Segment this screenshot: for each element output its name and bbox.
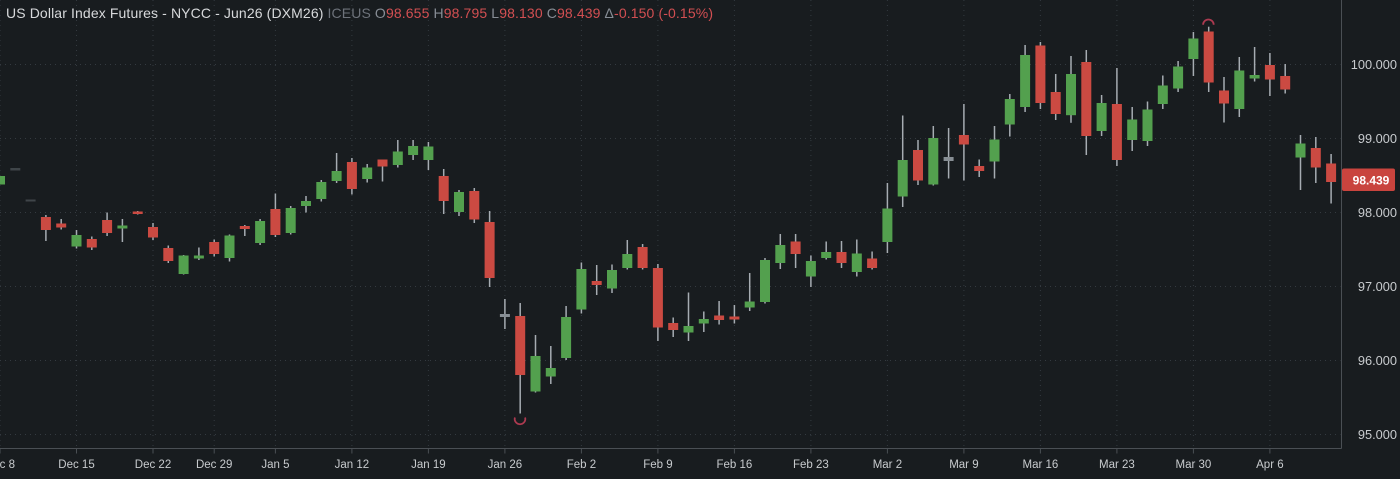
svg-text:Mar 16: Mar 16 — [1023, 459, 1059, 471]
svg-text:Jan 19: Jan 19 — [411, 459, 446, 471]
svg-text:US Dollar Index Futures - NYCC: US Dollar Index Futures - NYCC - Jun26 (… — [6, 5, 713, 21]
svg-text:Dec 15: Dec 15 — [58, 459, 94, 471]
svg-text:Jan 26: Jan 26 — [488, 459, 523, 471]
svg-text:98.000: 98.000 — [1358, 205, 1397, 220]
svg-text:Feb 9: Feb 9 — [643, 459, 672, 471]
svg-text:97.000: 97.000 — [1358, 279, 1397, 294]
svg-text:100.000: 100.000 — [1351, 57, 1397, 72]
svg-text:Apr 6: Apr 6 — [1256, 459, 1284, 471]
svg-text:Feb 16: Feb 16 — [716, 459, 752, 471]
svg-text:Dec 8: Dec 8 — [0, 459, 15, 471]
svg-text:Jan 12: Jan 12 — [335, 459, 370, 471]
svg-text:Feb 2: Feb 2 — [567, 459, 596, 471]
svg-text:Mar 30: Mar 30 — [1176, 459, 1212, 471]
svg-text:Dec 29: Dec 29 — [196, 459, 232, 471]
svg-text:99.000: 99.000 — [1358, 131, 1397, 146]
svg-text:Mar 2: Mar 2 — [873, 459, 902, 471]
svg-text:Mar 23: Mar 23 — [1099, 459, 1135, 471]
svg-text:Jan 5: Jan 5 — [261, 459, 289, 471]
svg-text:95.000: 95.000 — [1358, 427, 1397, 442]
svg-text:98.439: 98.439 — [1353, 173, 1390, 187]
svg-text:Mar 9: Mar 9 — [949, 459, 978, 471]
svg-text:96.000: 96.000 — [1358, 353, 1397, 368]
svg-text:Dec 22: Dec 22 — [135, 459, 171, 471]
svg-text:Feb 23: Feb 23 — [793, 459, 829, 471]
